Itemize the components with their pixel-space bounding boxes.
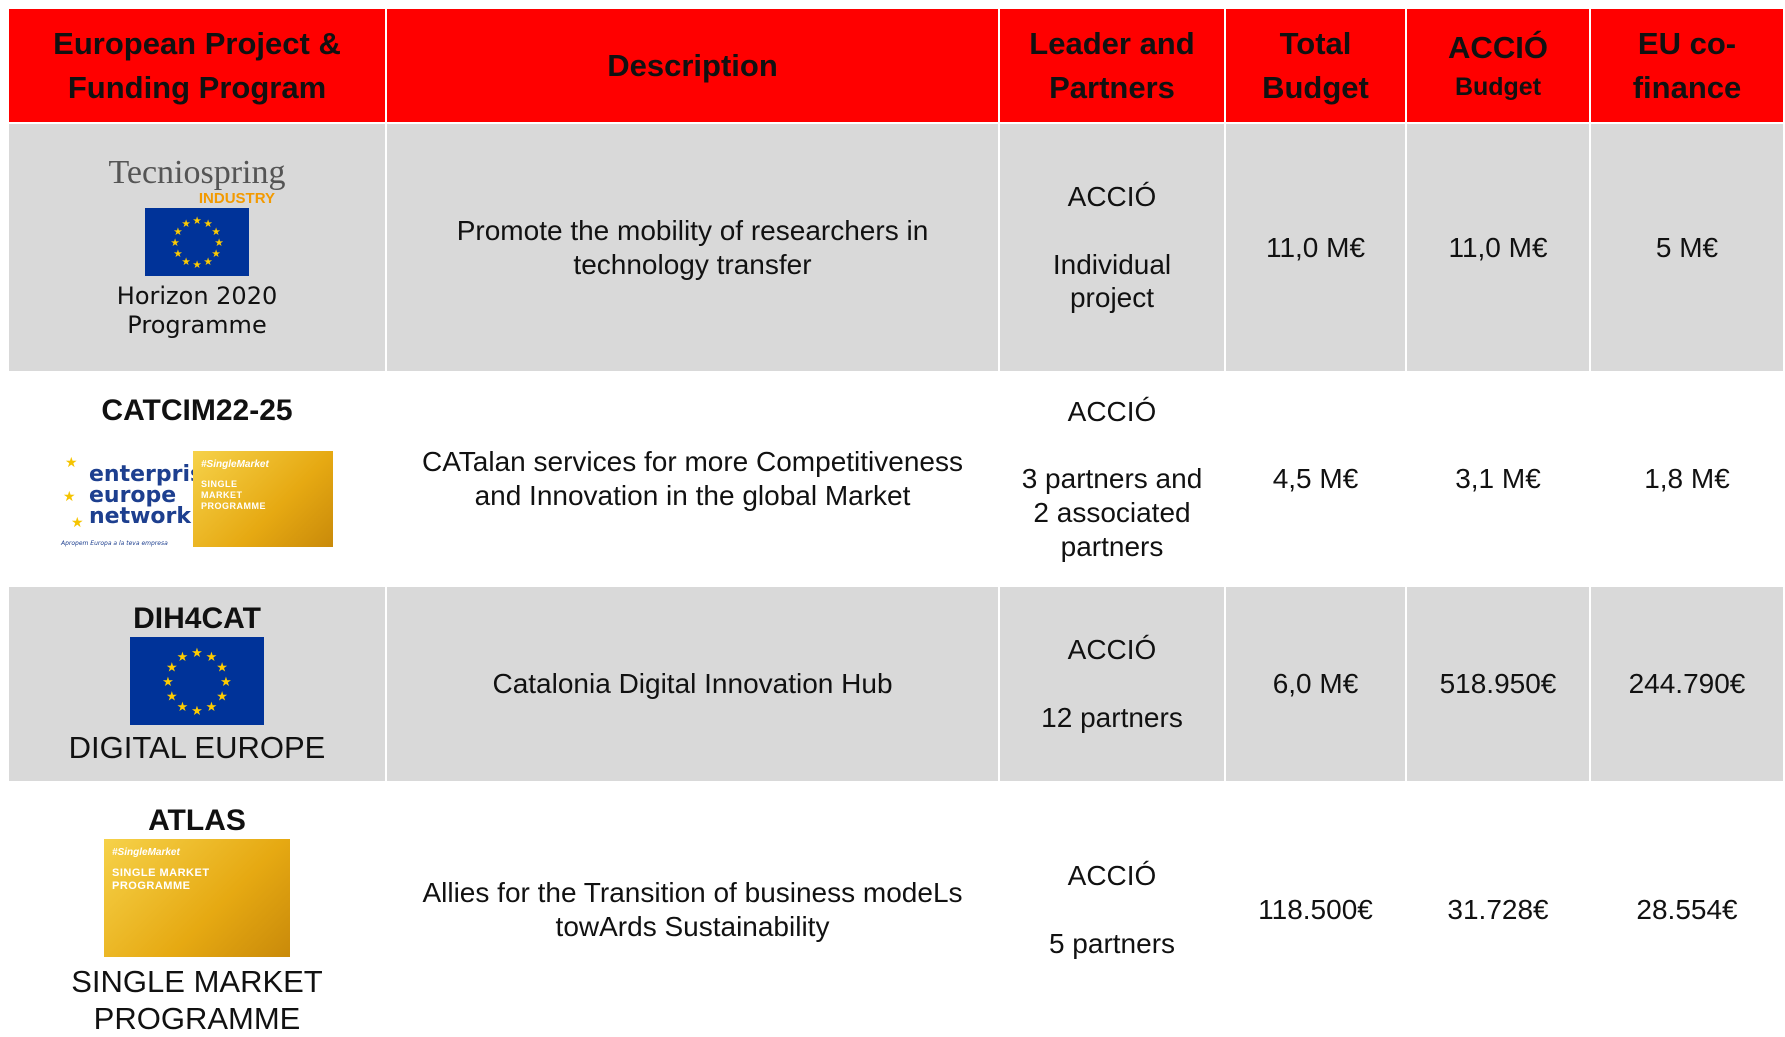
- program-name: CATCIM22-25: [101, 394, 293, 427]
- flag-star: ★: [191, 645, 203, 660]
- total-budget: 6,0 M€: [1226, 587, 1405, 781]
- flag-star: ★: [211, 249, 220, 260]
- header-title: ACCIÓ: [1448, 30, 1548, 66]
- flag-star: ★: [192, 216, 201, 227]
- flag-star: ★: [206, 649, 218, 664]
- een-logo: enterprise europe network Apropem Europa a…: [61, 455, 219, 548]
- logo-title: SINGLE MARKET PROGRAMME: [201, 479, 266, 511]
- single-market-logo: #SingleMarket SINGLE MARKET PROGRAMME: [193, 451, 333, 547]
- program-cell: ATLAS #SingleMarket SINGLE MARKET PROGRAM…: [9, 783, 385, 1037]
- logo-hashtag: #SingleMarket: [112, 847, 180, 858]
- description: Allies for the Transition of business mo…: [387, 783, 998, 1037]
- leader: ACCIÓ: [1067, 634, 1157, 666]
- table: European Project & Funding Program Descr…: [9, 9, 1785, 1037]
- flag-star: ★: [203, 257, 212, 268]
- logos: enterprise europe network Apropem Europa a…: [61, 451, 333, 547]
- flag-star: ★: [203, 219, 212, 230]
- flag-star: ★: [216, 660, 228, 675]
- logo-text: Tecniospring: [108, 153, 286, 191]
- flag-star: ★: [166, 689, 178, 704]
- program-cell: DIH4CAT ★ ★ ★ ★ ★ ★ ★ ★ ★ ★ ★ ★ DIGITAL EUROPE: [9, 587, 385, 781]
- flag-star: ★: [173, 249, 182, 260]
- flag-star: ★: [177, 649, 189, 664]
- accio-budget: 518.950€: [1407, 587, 1589, 781]
- leader-cell: ACCIÓ Individual project: [1000, 124, 1224, 371]
- header-cell: European Project & Funding Program: [9, 9, 385, 122]
- header-cell: ACCIÓ Budget: [1407, 9, 1589, 122]
- description: CATalan services for more Competitivenes…: [387, 373, 998, 585]
- flag-star: ★: [162, 674, 174, 689]
- flag-star: ★: [192, 260, 201, 271]
- accio-budget: 31.728€: [1407, 783, 1589, 1037]
- flag-star: ★: [220, 674, 232, 689]
- logo-caption: SINGLE MARKET PROGRAMME: [71, 963, 323, 1036]
- total-budget: 118.500€: [1226, 783, 1405, 1037]
- leader-cell: ACCIÓ 5 partners: [1000, 783, 1224, 1037]
- flag-star: ★: [177, 700, 189, 715]
- logo-hashtag: #SingleMarket: [201, 459, 269, 470]
- leader-cell: ACCIÓ 3 partners and 2 associated partner…: [1000, 373, 1224, 585]
- flag-star: ★: [181, 219, 190, 230]
- total-budget: 4,5 M€: [1226, 373, 1405, 585]
- program-name: DIH4CAT: [133, 602, 261, 636]
- description: Promote the mobility of researchers in t…: [387, 124, 998, 371]
- eu-cofinance: 28.554€: [1591, 783, 1783, 1037]
- een-word: network: [89, 503, 192, 529]
- flag-star: ★: [211, 227, 220, 238]
- program-cell: CATCIM22-25 enterprise europe network Apro…: [9, 373, 385, 585]
- header-subtitle: Budget: [1454, 72, 1542, 101]
- flag-star: ★: [214, 238, 223, 249]
- flag-star: ★: [206, 700, 218, 715]
- eu-flag: ★★★★★★★★★ ★ ★★: [130, 637, 264, 726]
- eu-cofinance: 5 M€: [1591, 124, 1783, 371]
- een-tagline: Apropem Europa a la teva empresa: [61, 540, 168, 548]
- flag-star: ★: [170, 238, 179, 249]
- logo-caption: DIGITAL EUROPE: [68, 730, 326, 766]
- flag-star: ★: [216, 689, 228, 704]
- single-market-logo: #SingleMarket SINGLE MARKET PROGRAMME: [104, 839, 290, 957]
- flag-star: ★: [191, 703, 203, 718]
- logo-caption: Horizon 2020 Programme: [116, 281, 278, 339]
- accio-budget: 11,0 M€: [1407, 124, 1589, 371]
- eu-flag: ★★★★★★★★★ ★ ★★: [145, 207, 249, 276]
- header-cell: Total Budget: [1226, 9, 1405, 122]
- program-cell: Tecniospring INDUSTRY ★ ★ ★ ★ ★ ★ ★ ★ ★ ★ ★ ★ Horiz…: [9, 124, 385, 371]
- leader: ACCIÓ: [1067, 395, 1157, 427]
- partners: 12 partners: [1041, 702, 1183, 733]
- partners: 3 partners and 2 associated partners: [1021, 463, 1203, 562]
- description: Catalonia Digital Innovation Hub: [387, 587, 998, 781]
- eu-cofinance: 1,8 M€: [1591, 373, 1783, 585]
- header-cell: EU co-finance: [1591, 9, 1783, 122]
- logo-title: SINGLE MARKET PROGRAMME: [112, 867, 210, 893]
- flag-star: ★: [173, 227, 182, 238]
- leader-cell: ACCIÓ 12 partners: [1000, 587, 1224, 781]
- accio-budget: 3,1 M€: [1407, 373, 1589, 585]
- header-cell: Leader and Partners: [1000, 9, 1224, 122]
- leader: ACCIÓ: [1067, 860, 1157, 892]
- total-budget: 11,0 M€: [1226, 124, 1405, 371]
- leader: ACCIÓ: [1067, 181, 1157, 213]
- een-word: enterprise: [89, 462, 219, 487]
- flag-star: ★: [166, 660, 178, 675]
- partners: 5 partners: [1048, 928, 1176, 959]
- eu-cofinance: 244.790€: [1591, 587, 1783, 781]
- header-cell: Description: [387, 9, 998, 122]
- een-word: europe: [89, 482, 177, 508]
- program-name: ATLAS: [148, 804, 246, 837]
- partners: Individual project: [1052, 248, 1172, 314]
- logo-subtext: INDUSTRY: [198, 189, 275, 207]
- flag-star: ★: [181, 257, 190, 268]
